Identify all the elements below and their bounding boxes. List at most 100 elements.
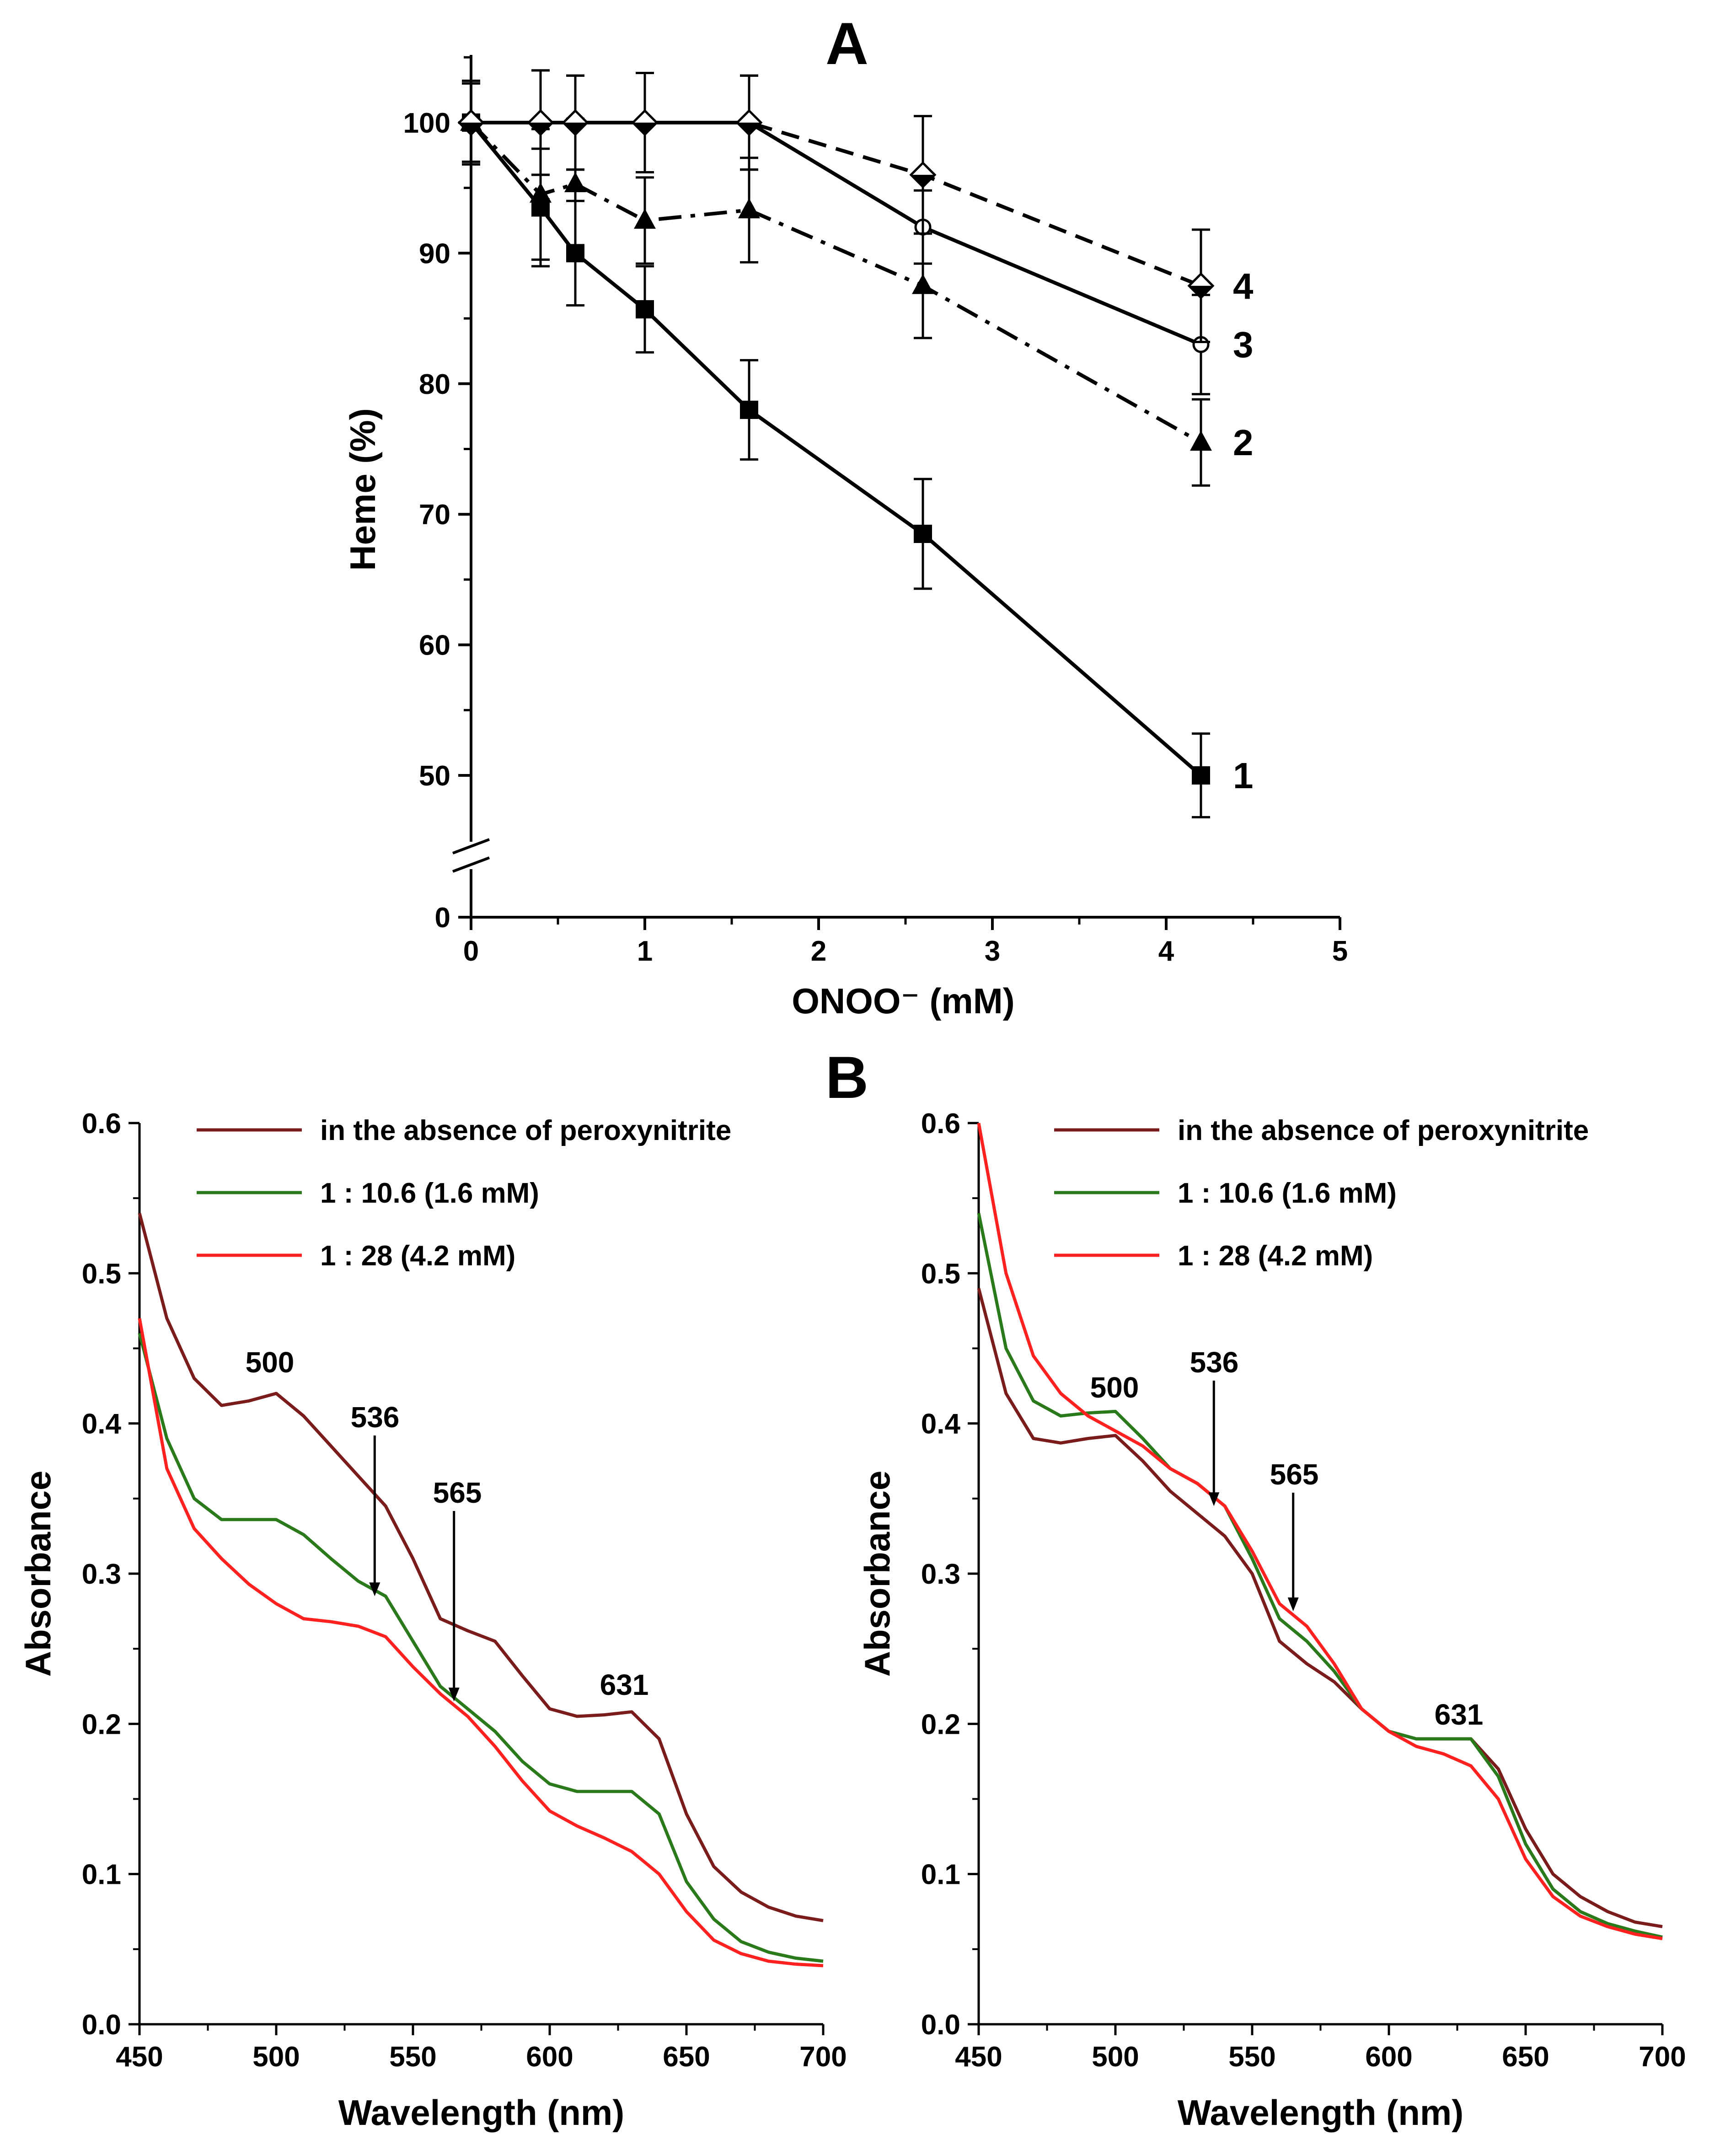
series-4: 4 xyxy=(457,69,1254,343)
peak-arrowhead xyxy=(369,1582,380,1597)
peak-label-631: 631 xyxy=(1435,1698,1484,1731)
peak-label-631: 631 xyxy=(600,1668,649,1701)
y-tick-label: 0.6 xyxy=(921,1108,960,1140)
panel-b-label: B xyxy=(825,1044,868,1111)
data-point-half xyxy=(563,123,587,134)
data-point xyxy=(636,300,654,319)
y-tick-label: 0.1 xyxy=(921,1859,960,1891)
peak-label-565: 565 xyxy=(433,1476,482,1509)
legend-label: in the absence of peroxynitrite xyxy=(320,1115,731,1146)
y-tick-label: 100 xyxy=(403,108,450,139)
x-tick-label: 3 xyxy=(985,936,1000,967)
x-tick-label: 4 xyxy=(1158,936,1174,967)
y-axis-title: Absorbance xyxy=(857,1471,897,1677)
series-end-label: 4 xyxy=(1233,266,1254,306)
y-tick-label: 0.1 xyxy=(82,1859,121,1891)
data-point xyxy=(738,198,760,219)
panel-b-left-chart: 450 500 550 600 650 700 0.0 0.1 0.2 0.3 0.4 0.5 0.6 W… xyxy=(18,1108,847,2133)
legend-label: 1 : 28 (4.2 mM) xyxy=(320,1240,515,1272)
data-point xyxy=(1190,430,1212,451)
panel-b-right-chart: 450 500 550 600 650 700 0.0 0.1 0.2 0.3 0.4 0.5 0.6 W… xyxy=(857,1108,1686,2133)
legend-label: 1 : 10.6 (1.6 mM) xyxy=(1178,1177,1397,1209)
peak-arrowhead xyxy=(448,1688,460,1702)
y-tick-label: 0.3 xyxy=(921,1559,960,1590)
spectrum-line-0 xyxy=(138,1213,824,1922)
spectrum-line-1 xyxy=(977,1213,1663,1939)
x-tick-label: 650 xyxy=(663,2041,710,2073)
data-point xyxy=(634,209,656,229)
y-tick-label: 50 xyxy=(419,760,450,792)
legend-label: in the absence of peroxynitrite xyxy=(1178,1115,1589,1146)
peak-label-536: 536 xyxy=(351,1401,400,1434)
x-tick-label: 550 xyxy=(1228,2041,1275,2073)
x-tick-label: 2 xyxy=(811,936,826,967)
peak-label-565: 565 xyxy=(1270,1458,1319,1491)
data-point xyxy=(740,400,758,419)
x-tick-label: 0 xyxy=(463,936,479,967)
x-tick-label: 700 xyxy=(1639,2041,1686,2073)
axis-break-mark xyxy=(452,856,490,873)
y-tick-label: 0.0 xyxy=(82,2009,121,2041)
series-end-label: 2 xyxy=(1233,422,1254,463)
legend-label: 1 : 10.6 (1.6 mM) xyxy=(320,1177,539,1209)
x-tick-label: 1 xyxy=(637,936,653,967)
data-point xyxy=(1192,766,1210,785)
x-axis-title: Wavelength (nm) xyxy=(1178,2092,1463,2133)
spectrum-line-1 xyxy=(138,1333,824,1963)
x-tick-label: 650 xyxy=(1502,2041,1549,2073)
x-tick-label: 500 xyxy=(1092,2041,1139,2073)
series-1: 1 xyxy=(462,82,1254,818)
data-point-half xyxy=(911,175,935,187)
spectrum-line-0 xyxy=(977,1288,1663,1929)
peak-label-500: 500 xyxy=(1090,1371,1139,1404)
data-point-half xyxy=(529,123,552,134)
y-tick-label: 80 xyxy=(419,369,450,400)
y-tick-label: 0.0 xyxy=(921,2009,960,2041)
legend-label: 1 : 28 (4.2 mM) xyxy=(1178,1240,1373,1272)
x-tick-label: 600 xyxy=(1365,2041,1412,2073)
data-point xyxy=(914,525,932,543)
data-point-half xyxy=(1189,285,1213,298)
x-tick-label: 500 xyxy=(252,2041,300,2073)
spectrum-line-2 xyxy=(138,1318,824,1968)
series-end-label: 3 xyxy=(1233,324,1254,365)
data-point-half xyxy=(737,123,761,134)
peak-label-500: 500 xyxy=(246,1346,295,1379)
x-axis-title: Wavelength (nm) xyxy=(338,2092,624,2133)
data-point xyxy=(912,274,934,294)
x-tick-label: 5 xyxy=(1332,936,1348,967)
y-tick-label: 0.4 xyxy=(82,1409,122,1440)
peak-arrowhead xyxy=(1208,1492,1220,1506)
y-tick-label: 0.4 xyxy=(921,1409,961,1440)
spectrum-line-2 xyxy=(977,1123,1663,1941)
y-tick-label: 0.5 xyxy=(921,1258,960,1290)
y-tick-label: 0 xyxy=(435,902,450,934)
y-axis-title: Heme (%) xyxy=(343,408,383,570)
y-tick-label: 70 xyxy=(419,499,450,531)
data-point xyxy=(564,172,586,193)
series-line xyxy=(469,121,1202,777)
data-point-half xyxy=(459,123,483,134)
series-end-label: 1 xyxy=(1233,755,1254,796)
y-tick-label: 0.2 xyxy=(82,1709,121,1740)
axis-break-mark xyxy=(452,838,490,855)
series-2: 2 xyxy=(460,82,1254,487)
y-tick-label: 60 xyxy=(419,630,450,661)
x-tick-label: 450 xyxy=(955,2041,1002,2073)
y-tick-label: 90 xyxy=(419,238,450,269)
x-tick-label: 550 xyxy=(389,2041,436,2073)
x-tick-label: 700 xyxy=(799,2041,847,2073)
series-line xyxy=(471,121,1202,346)
y-tick-label: 0.2 xyxy=(921,1709,960,1740)
x-tick-label: 450 xyxy=(116,2041,163,2073)
x-axis-title: ONOO⁻ (mM) xyxy=(792,981,1014,1021)
peak-arrowhead xyxy=(1287,1597,1299,1612)
y-tick-label: 0.6 xyxy=(82,1108,121,1140)
panel-a-label: A xyxy=(825,10,868,77)
data-point xyxy=(530,182,552,203)
y-tick-label: 0.5 xyxy=(82,1258,121,1290)
y-tick-label: 0.3 xyxy=(82,1559,121,1590)
data-point-half xyxy=(633,123,657,134)
